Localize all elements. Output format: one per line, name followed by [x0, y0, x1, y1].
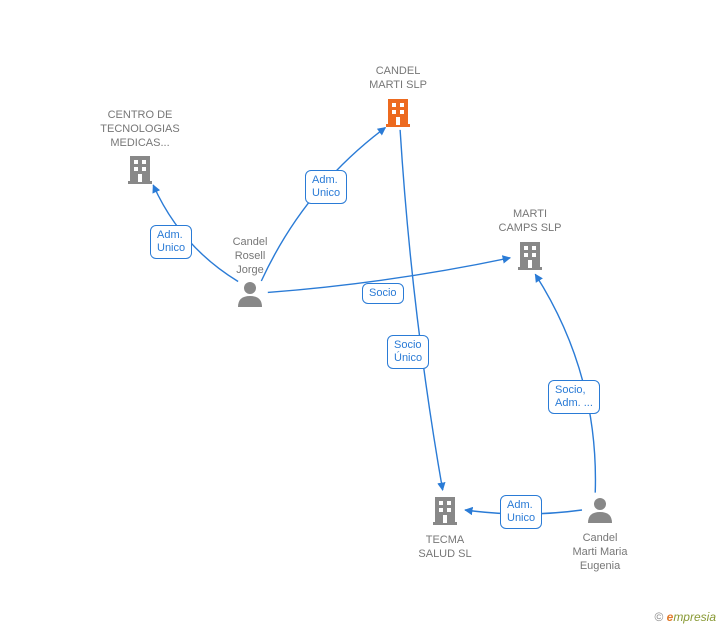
node-centro-tecnologias[interactable]: CENTRO DE TECNOLOGIAS MEDICAS... [95, 109, 185, 189]
node-candel-marti-eugenia[interactable]: Candel Marti Maria Eugenia [555, 497, 645, 573]
building-icon [431, 495, 459, 530]
edge-label-socio: Socio [362, 283, 404, 304]
node-label: MARTI CAMPS SLP [485, 208, 575, 236]
edge-label-socio-adm: Socio, Adm. ... [548, 380, 600, 414]
node-label: Candel Marti Maria Eugenia [555, 532, 645, 573]
node-label: CENTRO DE TECNOLOGIAS MEDICAS... [95, 109, 185, 150]
edge-label-socio-unico: Socio Único [387, 335, 429, 369]
copyright-symbol: © [654, 610, 663, 624]
edge-label-adm-unico: Adm. Unico [150, 225, 192, 259]
node-tecma-salud[interactable]: TECMA SALUD SL [400, 495, 490, 562]
node-label: CANDEL MARTI SLP [353, 65, 443, 93]
node-candel-rosell-jorge[interactable]: Candel Rosell Jorge [205, 236, 295, 312]
node-label: Candel Rosell Jorge [205, 236, 295, 277]
person-icon [586, 497, 614, 528]
node-label: TECMA SALUD SL [400, 534, 490, 562]
edge-label-adm-unico: Adm. Unico [500, 495, 542, 529]
diagram-canvas: CENTRO DE TECNOLOGIAS MEDICAS... CANDEL … [0, 0, 728, 630]
node-marti-camps-slp[interactable]: MARTI CAMPS SLP [485, 208, 575, 275]
building-icon [516, 240, 544, 275]
node-candel-marti-slp[interactable]: CANDEL MARTI SLP [353, 65, 443, 132]
copyright: © empresia [654, 610, 716, 624]
brand-name: mpresia [673, 610, 716, 624]
person-icon [236, 281, 264, 312]
edge-label-adm-unico: Adm. Unico [305, 170, 347, 204]
building-icon [384, 97, 412, 132]
building-icon [126, 154, 154, 189]
